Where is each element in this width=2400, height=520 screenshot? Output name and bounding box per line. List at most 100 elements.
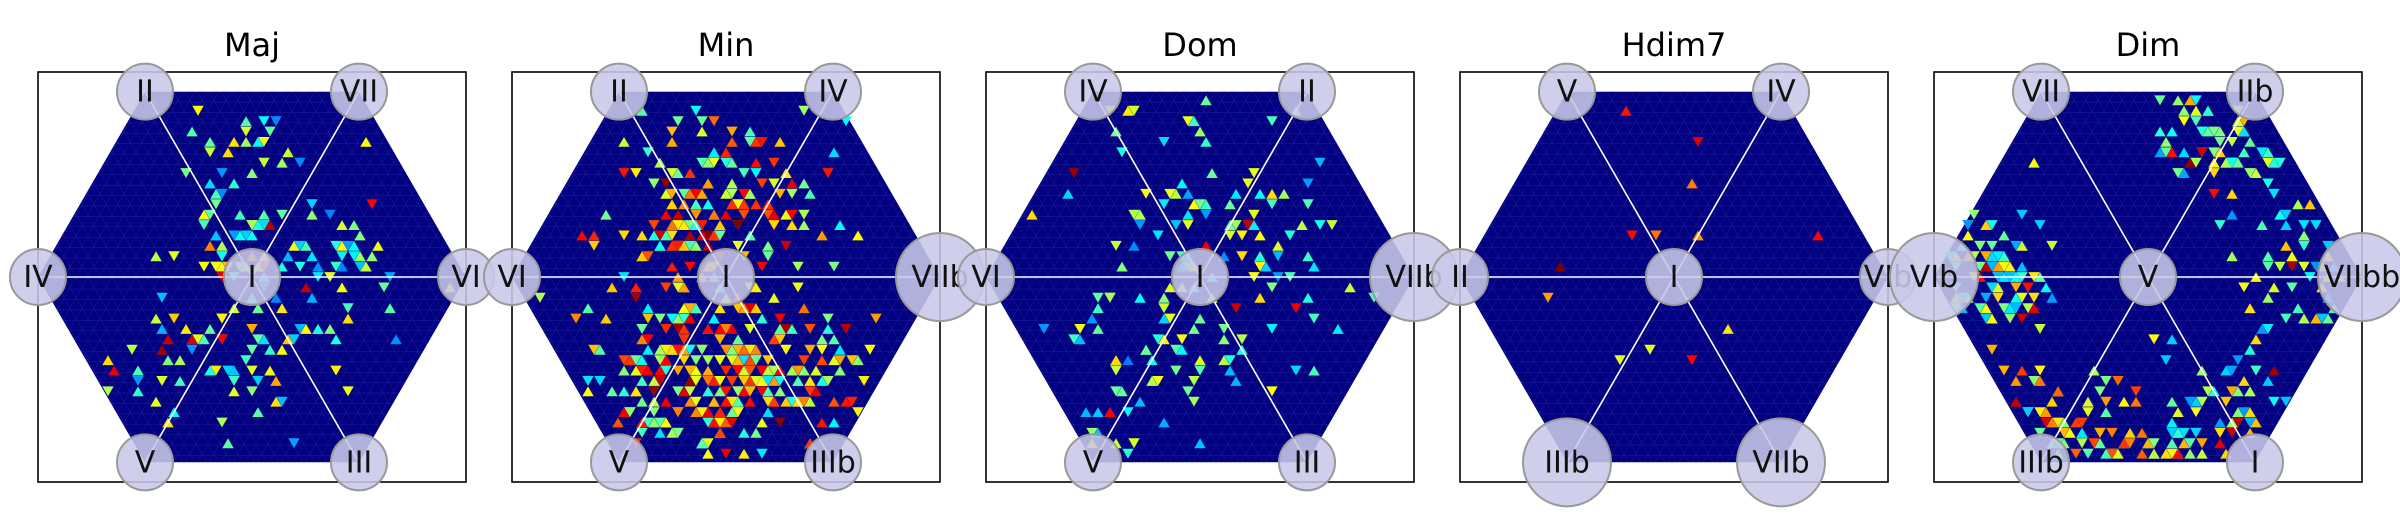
data-cell <box>720 365 732 376</box>
data-cell <box>294 261 306 272</box>
data-cell <box>2226 386 2238 397</box>
data-cell <box>750 199 762 210</box>
data-cell <box>618 365 630 376</box>
data-cell <box>1266 199 1278 210</box>
data-cell <box>648 417 660 428</box>
data-cell <box>2166 448 2178 459</box>
data-cell <box>720 396 732 407</box>
data-cell <box>168 251 180 262</box>
data-cell <box>102 386 114 397</box>
data-cell <box>702 324 714 334</box>
data-cell <box>252 137 264 147</box>
data-cell <box>588 344 600 355</box>
data-cell <box>684 376 696 386</box>
data-cell <box>684 240 696 251</box>
data-cell <box>1986 240 1998 251</box>
data-cell <box>1236 251 1248 262</box>
data-cell <box>2040 407 2052 417</box>
data-cell <box>2280 220 2292 230</box>
data-cell <box>2256 324 2268 334</box>
data-cell <box>660 230 672 241</box>
data-cell <box>684 365 696 376</box>
data-cell <box>2040 282 2052 293</box>
data-cell <box>750 157 762 168</box>
node-bottom-right: III <box>330 433 388 492</box>
data-cell <box>162 355 174 366</box>
data-cell <box>1980 251 1992 262</box>
data-cell <box>588 240 600 251</box>
data-cell <box>300 282 312 293</box>
node-label: I <box>2251 445 2260 480</box>
data-cell <box>714 427 726 438</box>
data-cell <box>1998 261 2010 272</box>
data-cell <box>1092 292 1104 303</box>
data-cell <box>672 240 684 251</box>
data-cell <box>780 396 792 407</box>
data-cell <box>1164 188 1176 199</box>
data-cell <box>186 334 198 345</box>
data-cell <box>2262 324 2274 334</box>
node-top-left: VII <box>2012 62 2070 121</box>
data-cell <box>372 240 384 251</box>
data-cell <box>2046 417 2058 428</box>
data-cell <box>810 386 822 397</box>
data-cell <box>750 168 762 178</box>
data-cell <box>846 396 858 407</box>
data-cell <box>2148 438 2160 449</box>
data-cell <box>348 240 360 251</box>
data-cell <box>150 251 162 262</box>
node-label: IV <box>818 75 848 110</box>
data-cell <box>1092 324 1104 334</box>
data-cell <box>1158 417 1170 428</box>
node-label: II <box>136 75 154 110</box>
data-cell <box>2262 178 2274 189</box>
data-cell <box>1236 230 1248 241</box>
data-cell <box>330 334 342 345</box>
data-cell <box>2112 376 2124 386</box>
data-cell <box>828 417 840 428</box>
data-cell <box>672 209 684 220</box>
data-cell <box>708 230 720 241</box>
data-cell <box>750 282 762 293</box>
data-cell <box>612 417 624 428</box>
data-cell <box>654 344 666 355</box>
data-cell <box>1074 324 1086 334</box>
data-cell <box>2232 386 2244 397</box>
data-cell <box>642 344 654 355</box>
data-cell <box>2262 261 2274 272</box>
data-cell <box>2196 126 2208 137</box>
data-cell <box>738 209 750 220</box>
data-cell <box>1218 355 1230 366</box>
data-cell <box>732 407 744 417</box>
data-cell <box>2280 209 2292 220</box>
data-cell <box>216 240 228 251</box>
panel-title: Maj <box>224 26 280 64</box>
data-cell <box>2268 396 2280 407</box>
data-cell <box>330 240 342 251</box>
data-cell <box>822 168 834 178</box>
data-cell <box>2106 448 2118 459</box>
data-cell <box>858 376 870 386</box>
data-cell <box>780 209 792 220</box>
data-cell <box>1104 407 1116 417</box>
data-cell <box>294 324 306 334</box>
node-left: VI <box>957 248 1015 306</box>
data-cell <box>2100 376 2112 386</box>
data-cell <box>1182 209 1194 220</box>
data-cell <box>294 240 306 251</box>
data-cell <box>798 355 810 366</box>
data-cell <box>2166 427 2178 438</box>
data-marks <box>1026 95 1380 459</box>
data-cell <box>276 209 288 220</box>
data-cell <box>780 324 792 334</box>
data-cell <box>2154 147 2166 158</box>
data-cell <box>816 417 828 428</box>
data-cell <box>822 313 834 324</box>
data-cell <box>1230 376 1242 386</box>
data-cell <box>570 313 582 324</box>
data-cell <box>2064 427 2076 438</box>
data-cell <box>2028 157 2040 168</box>
data-cell <box>864 344 876 355</box>
data-cell <box>204 178 216 189</box>
